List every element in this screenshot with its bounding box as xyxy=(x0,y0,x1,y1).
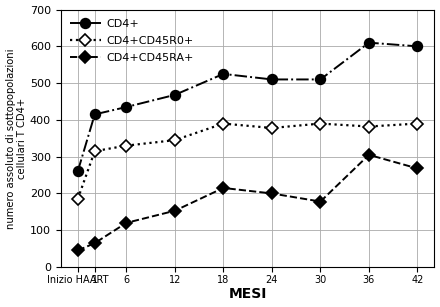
Legend: CD4+, CD4+CD45R0+, CD4+CD45RA+: CD4+, CD4+CD45R0+, CD4+CD45RA+ xyxy=(66,15,197,66)
CD4+CD45R0+ xyxy=(92,149,97,153)
CD4+CD45RA+ xyxy=(366,153,371,157)
CD4+CD45RA+ xyxy=(269,192,275,195)
CD4+CD45R0+ xyxy=(366,125,371,128)
CD4+CD45R0+ xyxy=(75,197,81,201)
Line: CD4+: CD4+ xyxy=(73,38,422,176)
CD4+CD45R0+ xyxy=(318,122,323,126)
CD4+CD45R0+ xyxy=(124,144,129,147)
CD4+CD45R0+ xyxy=(221,122,226,126)
CD4+CD45RA+ xyxy=(75,249,81,252)
CD4+CD45R0+ xyxy=(172,138,177,142)
CD4+CD45R0+ xyxy=(415,122,420,126)
Y-axis label: numero assoluto di sottopopolazioni
cellulari T CD4+: numero assoluto di sottopopolazioni cell… xyxy=(6,48,27,228)
CD4+ xyxy=(221,72,226,76)
CD4+ xyxy=(366,41,371,45)
CD4+CD45R0+ xyxy=(269,126,275,130)
CD4+ xyxy=(75,169,81,173)
CD4+ xyxy=(124,105,129,109)
CD4+ xyxy=(269,78,275,81)
Line: CD4+CD45RA+: CD4+CD45RA+ xyxy=(73,151,422,255)
Line: CD4+CD45R0+: CD4+CD45R0+ xyxy=(73,119,422,203)
CD4+CD45RA+ xyxy=(221,186,226,190)
CD4+ xyxy=(92,113,97,116)
CD4+CD45RA+ xyxy=(318,200,323,204)
CD4+ xyxy=(172,93,177,97)
CD4+ xyxy=(415,45,420,48)
CD4+ xyxy=(318,78,323,81)
X-axis label: MESI: MESI xyxy=(228,287,267,301)
CD4+CD45RA+ xyxy=(172,209,177,212)
CD4+CD45RA+ xyxy=(415,167,420,170)
CD4+CD45RA+ xyxy=(124,221,129,225)
CD4+CD45RA+ xyxy=(92,241,97,245)
